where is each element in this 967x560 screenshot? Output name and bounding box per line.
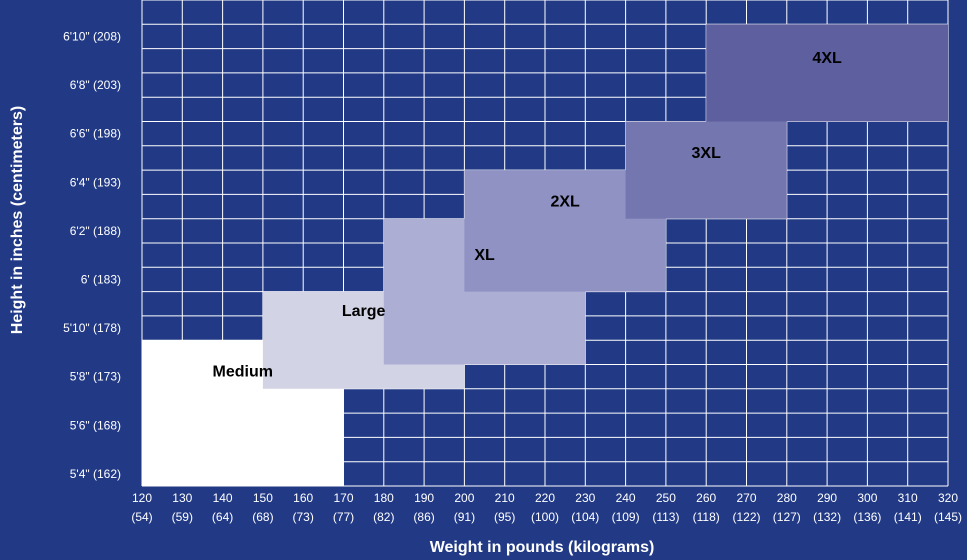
y-tick-label: 6'10" (208)	[63, 29, 121, 43]
x-tick-lbs: 170	[333, 491, 353, 505]
x-tick-kg: (64)	[212, 510, 233, 524]
y-tick-label: 5'8" (173)	[70, 370, 121, 384]
zone-label-medium: Medium	[213, 364, 273, 381]
x-tick-kg: (91)	[454, 510, 475, 524]
x-tick-kg: (77)	[333, 510, 354, 524]
x-tick-kg: (59)	[172, 510, 193, 524]
y-tick-label: 6'6" (198)	[70, 127, 121, 141]
x-tick-lbs: 250	[656, 491, 676, 505]
x-tick-lbs: 140	[213, 491, 233, 505]
x-tick-lbs: 150	[253, 491, 273, 505]
x-tick-lbs: 130	[172, 491, 192, 505]
x-tick-lbs: 320	[938, 491, 958, 505]
y-tick-label: 6' (183)	[81, 272, 121, 286]
x-tick-kg: (68)	[252, 510, 273, 524]
x-tick-lbs: 230	[575, 491, 595, 505]
x-tick-lbs: 300	[857, 491, 877, 505]
x-tick-kg: (127)	[773, 510, 801, 524]
zone-label-3xl: 3XL	[692, 145, 722, 162]
x-tick-kg: (95)	[494, 510, 515, 524]
x-tick-kg: (54)	[131, 510, 152, 524]
x-tick-lbs: 280	[777, 491, 797, 505]
x-tick-kg: (109)	[612, 510, 640, 524]
zone-label-4xl: 4XL	[812, 50, 842, 67]
x-tick-kg: (104)	[571, 510, 599, 524]
y-tick-label: 6'4" (193)	[70, 175, 121, 189]
x-tick-lbs: 260	[696, 491, 716, 505]
x-tick-lbs: 210	[495, 491, 515, 505]
x-tick-kg: (100)	[531, 510, 559, 524]
x-axis-ticks: 120 (54) 130 (59) 140 (64) 150 (68) 160 (73) 170 (7…	[131, 491, 962, 524]
y-tick-label: 5'10" (178)	[63, 321, 121, 335]
x-tick-lbs: 180	[374, 491, 394, 505]
x-tick-lbs: 160	[293, 491, 313, 505]
x-tick-lbs: 120	[132, 491, 152, 505]
x-tick-kg: (136)	[853, 510, 881, 524]
x-tick-kg: (141)	[894, 510, 922, 524]
x-tick-lbs: 270	[736, 491, 756, 505]
y-axis-title: Height in inches (centimeters)	[9, 106, 26, 335]
y-tick-label: 6'8" (203)	[70, 78, 121, 92]
x-tick-kg: (145)	[934, 510, 962, 524]
x-tick-kg: (86)	[413, 510, 434, 524]
zone-label-large: Large	[342, 303, 386, 320]
x-tick-lbs: 220	[535, 491, 555, 505]
x-tick-kg: (122)	[732, 510, 760, 524]
x-axis-title: Weight in pounds (kilograms)	[430, 539, 655, 556]
size-zone-3xl	[625, 121, 787, 219]
y-tick-label: 5'4" (162)	[70, 467, 121, 481]
x-tick-lbs: 290	[817, 491, 837, 505]
x-tick-kg: (132)	[813, 510, 841, 524]
y-tick-label: 5'6" (168)	[70, 418, 121, 432]
y-tick-label: 6'2" (188)	[70, 224, 121, 238]
x-tick-kg: (118)	[693, 510, 720, 524]
zone-label-xl: XL	[474, 247, 495, 264]
zone-label-2xl: 2XL	[550, 194, 580, 211]
x-tick-kg: (82)	[373, 510, 394, 524]
size-zones	[142, 24, 948, 486]
x-tick-lbs: 190	[414, 491, 434, 505]
zone-labels: Medium Large XL 2XL 3XL 4XL	[213, 50, 842, 380]
x-tick-kg: (113)	[652, 510, 679, 524]
x-tick-kg: (73)	[293, 510, 314, 524]
y-axis-ticks: 5'4" (162) 5'6" (168) 5'8" (173) 5'10" (178…	[63, 29, 121, 480]
x-tick-lbs: 240	[616, 491, 636, 505]
x-tick-lbs: 310	[898, 491, 918, 505]
size-zone-4xl	[706, 24, 948, 122]
x-tick-lbs: 200	[454, 491, 474, 505]
